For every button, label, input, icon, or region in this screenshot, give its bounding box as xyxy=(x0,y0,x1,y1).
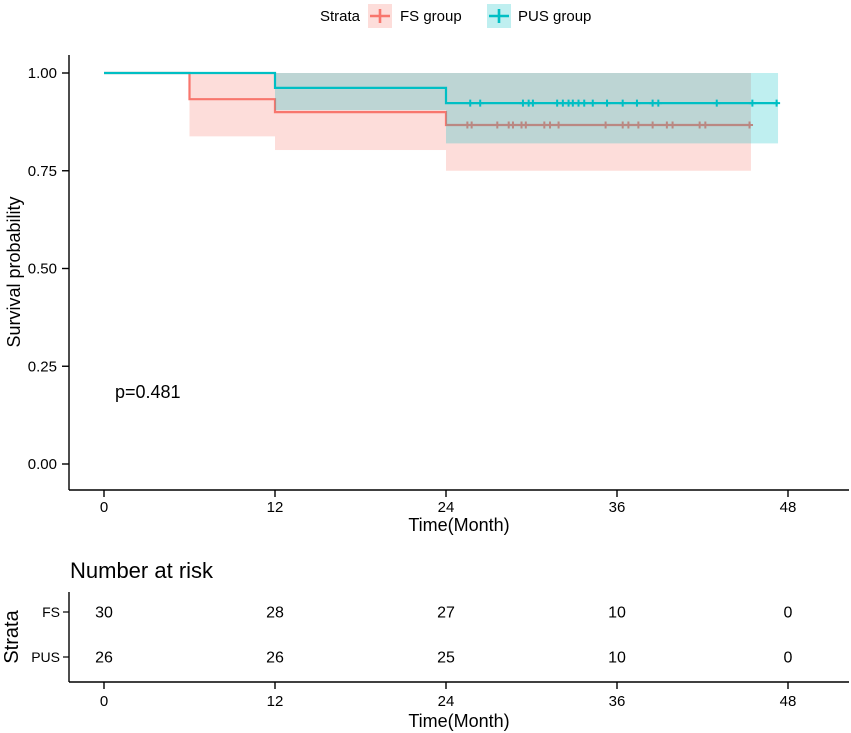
risk-count: 10 xyxy=(608,605,626,622)
pvalue-annotation: p=0.481 xyxy=(115,382,181,402)
fs-censor-mark xyxy=(522,121,530,129)
risk-count: 25 xyxy=(437,650,455,667)
y-tick-label: 0.75 xyxy=(28,163,57,180)
risk-count: 10 xyxy=(608,650,626,667)
y-tick-label: 0.50 xyxy=(28,261,57,278)
risk-row-label: FS xyxy=(42,604,60,620)
pus-censor-mark xyxy=(589,99,597,107)
risk-count: 28 xyxy=(266,605,284,622)
risk-table-title: Number at risk xyxy=(70,558,214,583)
pus-censor-mark xyxy=(713,99,721,107)
fs-confidence-band xyxy=(189,73,275,137)
fs-censor-mark xyxy=(555,121,563,129)
pus-confidence-band xyxy=(446,73,779,144)
risk-count: 26 xyxy=(95,650,113,667)
fs-censor-mark xyxy=(634,121,642,129)
risk-count: 30 xyxy=(95,605,113,622)
y-tick-label: 0.25 xyxy=(28,358,57,375)
x-axis-ticks: 0 12 24 36 48 xyxy=(100,490,797,516)
x-tick-label: 36 xyxy=(609,499,626,516)
fs-censor-mark xyxy=(701,121,709,129)
fs-censor-mark xyxy=(509,121,517,129)
legend-label-fs: FS group xyxy=(400,8,462,25)
x-tick-label: 12 xyxy=(267,499,284,516)
fs-censor-mark xyxy=(649,121,657,129)
legend-item-fs: FS group xyxy=(368,4,462,28)
risk-strata-axis-title: Strata xyxy=(1,609,23,663)
legend-label-pus: PUS group xyxy=(518,8,591,25)
survival-curves xyxy=(104,71,781,171)
risk-table-rows: FS 30 28 27 10 0 PUS 26 26 25 10 0 xyxy=(31,604,792,667)
risk-x-tick-label: 12 xyxy=(267,693,284,710)
pus-censor-mark xyxy=(580,99,588,107)
risk-count: 0 xyxy=(784,650,793,667)
pus-censor-mark xyxy=(466,99,474,107)
fs-censor-mark xyxy=(546,121,554,129)
y-axis-title: Survival probability xyxy=(4,196,24,347)
pus-confidence-band xyxy=(275,73,446,111)
risk-x-tick-label: 48 xyxy=(780,693,797,710)
fs-censor-mark xyxy=(746,121,754,129)
fs-survival-curve xyxy=(104,71,751,127)
legend-title: Strata xyxy=(320,8,361,25)
risk-count: 0 xyxy=(784,605,793,622)
risk-x-tick-label: 0 xyxy=(100,693,108,710)
fs-censor-plus-icon xyxy=(370,9,390,23)
fs-censor-mark xyxy=(468,121,476,129)
fs-censor-mark xyxy=(624,121,632,129)
pus-censor-mark xyxy=(633,99,641,107)
fs-censor-mark xyxy=(493,121,501,129)
x-axis-title: Time(Month) xyxy=(408,515,509,535)
pus-censor-mark xyxy=(748,99,756,107)
pus-censor-plus-icon xyxy=(489,9,509,23)
risk-count: 27 xyxy=(437,605,455,622)
risk-x-tick-label: 36 xyxy=(609,693,626,710)
legend-item-pus: PUS group xyxy=(487,4,591,28)
y-axis-ticks: 1.00 0.75 0.50 0.25 0.00 xyxy=(28,65,69,473)
risk-x-axis-title: Time(Month) xyxy=(408,711,509,731)
risk-x-axis-ticks: 0 12 24 36 48 xyxy=(100,682,797,710)
x-tick-label: 24 xyxy=(438,499,455,516)
y-tick-label: 1.00 xyxy=(28,65,57,82)
x-tick-label: 48 xyxy=(780,499,797,516)
y-tick-label: 0.00 xyxy=(28,456,57,473)
pus-censor-mark xyxy=(529,99,537,107)
risk-count: 26 xyxy=(266,650,284,667)
legend: Strata FS group PUS group xyxy=(320,4,591,28)
fs-censor-mark xyxy=(602,121,610,129)
risk-table-panel: Number at risk Strata FS 30 28 27 10 0 PUS 26 26… xyxy=(1,558,849,731)
risk-row-label: PUS xyxy=(31,649,60,665)
pus-censor-mark xyxy=(603,99,611,107)
pus-censor-mark xyxy=(654,99,662,107)
pus-survival-curve xyxy=(104,71,779,105)
pus-censor-mark xyxy=(773,99,781,107)
pus-censor-mark xyxy=(619,99,627,107)
pus-censor-mark xyxy=(476,99,484,107)
x-tick-label: 0 xyxy=(100,499,108,516)
fs-censor-mark xyxy=(669,121,677,129)
survival-panel: 1.00 0.75 0.50 0.25 0.00 0 12 24 36 48 Survival … xyxy=(4,55,849,535)
risk-x-tick-label: 24 xyxy=(438,693,455,710)
